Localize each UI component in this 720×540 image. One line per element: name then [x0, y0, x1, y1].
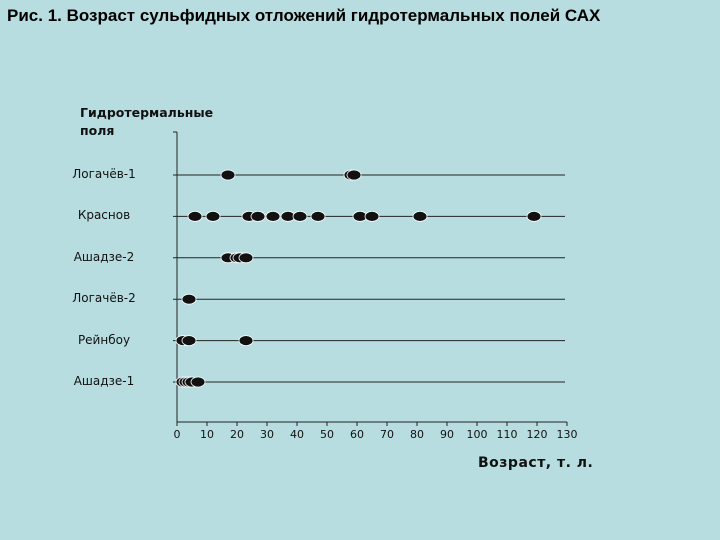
data-point: [181, 293, 197, 305]
category-label: Ашадзе-2: [73, 249, 135, 264]
x-tick-label: 50: [320, 428, 334, 441]
x-tick-label: 120: [526, 428, 548, 441]
data-point: [187, 210, 203, 222]
category-label: Логачёв-2: [72, 291, 136, 306]
data-point: [220, 169, 236, 181]
data-point: [238, 335, 254, 347]
category-label: Ашадзе-1: [73, 374, 135, 388]
x-tick-label: 40: [290, 428, 304, 441]
x-tick-label: 130: [556, 428, 578, 441]
category-label: Краснов: [77, 208, 131, 223]
x-tick-label: 30: [260, 428, 274, 441]
y-axis-title: Гидротермальные поля: [80, 105, 214, 138]
data-point: [364, 210, 380, 222]
data-point: [346, 169, 362, 181]
x-tick-label: 80: [410, 428, 424, 441]
slide-title: Рис. 1. Возраст сульфидных отложений гид…: [7, 6, 601, 25]
x-tick-label: 100: [466, 428, 488, 441]
category-label: Рейнбоу: [77, 332, 131, 347]
x-tick-label: 20: [230, 428, 244, 441]
data-point: [205, 210, 221, 222]
data-point: [526, 210, 542, 222]
x-tick-label: 90: [440, 428, 454, 441]
x-tick-label: 10: [200, 428, 214, 441]
x-tick-label: 60: [350, 428, 364, 441]
data-point: [412, 210, 428, 222]
data-point: [190, 376, 206, 388]
data-point: [265, 210, 281, 222]
x-tick-label: 0: [173, 428, 181, 441]
x-tick-label: 70: [380, 428, 394, 441]
data-point: [310, 210, 326, 222]
data-point: [181, 335, 197, 347]
x-axis-title: Возраст, т. л.: [478, 455, 594, 471]
data-point: [292, 210, 308, 222]
data-point: [238, 252, 254, 264]
category-label: Логачёв-1: [72, 167, 136, 181]
data-point: [250, 210, 266, 222]
x-tick-label: 110: [496, 428, 518, 441]
